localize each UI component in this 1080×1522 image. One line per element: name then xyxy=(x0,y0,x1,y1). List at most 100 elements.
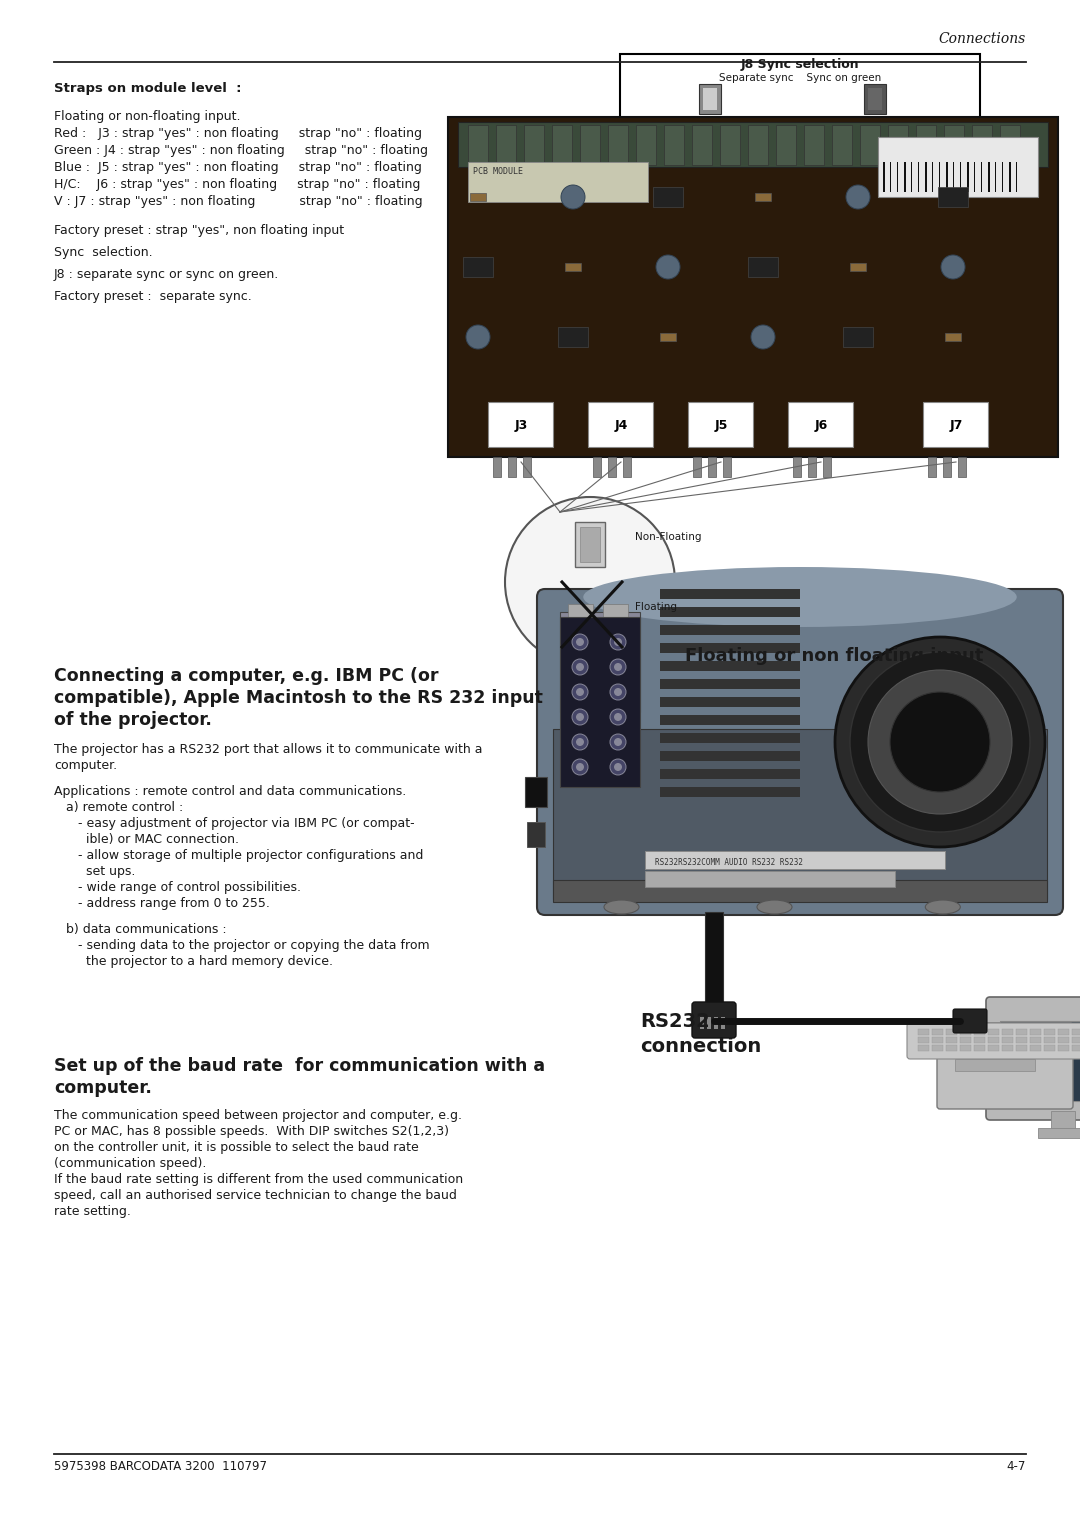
Bar xyxy=(843,327,873,347)
Bar xyxy=(918,1046,929,1052)
Text: on the controller unit, it is possible to select the baud rate: on the controller unit, it is possible t… xyxy=(54,1142,419,1154)
Bar xyxy=(946,161,948,192)
Bar xyxy=(488,402,553,447)
Text: J4: J4 xyxy=(615,419,627,432)
Bar xyxy=(660,697,800,708)
Bar xyxy=(561,612,640,712)
Circle shape xyxy=(890,693,990,791)
Ellipse shape xyxy=(583,568,1016,627)
Bar xyxy=(580,527,600,562)
FancyBboxPatch shape xyxy=(953,1009,987,1033)
Bar xyxy=(793,457,801,476)
Bar xyxy=(1002,1036,1013,1043)
Circle shape xyxy=(572,659,588,674)
Circle shape xyxy=(576,738,584,746)
Bar xyxy=(524,125,544,164)
Bar xyxy=(660,679,800,689)
Bar xyxy=(496,125,516,164)
Bar xyxy=(932,1029,943,1035)
Circle shape xyxy=(850,651,1030,833)
Text: The communication speed between projector and computer, e.g.: The communication speed between projecto… xyxy=(54,1110,462,1122)
Text: - sending data to the projector or copying the data from: - sending data to the projector or copyi… xyxy=(54,939,430,951)
Bar xyxy=(660,642,800,653)
Bar xyxy=(944,125,964,164)
Bar xyxy=(470,193,486,201)
Bar xyxy=(523,457,531,476)
Text: b) data communications :: b) data communications : xyxy=(54,922,227,936)
Text: Straps on module level  :: Straps on module level : xyxy=(54,82,242,94)
Bar xyxy=(788,402,853,447)
Bar xyxy=(1044,1046,1055,1052)
Circle shape xyxy=(610,683,626,700)
Bar xyxy=(932,1046,943,1052)
Bar xyxy=(603,604,627,624)
Bar xyxy=(1009,161,1011,192)
Bar xyxy=(593,457,600,476)
Bar xyxy=(707,1017,711,1029)
Bar xyxy=(1044,1029,1055,1035)
Bar xyxy=(832,125,852,164)
Bar xyxy=(448,117,1058,457)
Text: Sync  selection.: Sync selection. xyxy=(54,247,152,259)
Text: - easy adjustment of projector via IBM PC (or compat-: - easy adjustment of projector via IBM P… xyxy=(54,817,415,829)
Bar xyxy=(468,125,488,164)
Circle shape xyxy=(572,734,588,750)
Bar xyxy=(553,729,1047,900)
Bar xyxy=(932,1036,943,1043)
Bar xyxy=(552,125,572,164)
Text: Connections: Connections xyxy=(939,32,1026,46)
Bar xyxy=(660,769,800,779)
Bar xyxy=(988,161,990,192)
Bar xyxy=(568,604,593,624)
Text: J5: J5 xyxy=(714,419,728,432)
Bar xyxy=(918,1029,929,1035)
Circle shape xyxy=(615,664,622,671)
Bar xyxy=(923,402,988,447)
Bar xyxy=(1000,125,1020,164)
Bar xyxy=(1072,1036,1080,1043)
Text: H/C:    J6 : strap "yes" : non floating     strap "no" : floating: H/C: J6 : strap "yes" : non floating str… xyxy=(54,178,420,190)
Circle shape xyxy=(615,763,622,772)
Text: V : J7 : strap "yes" : non floating           strap "no" : floating: V : J7 : strap "yes" : non floating stra… xyxy=(54,195,422,209)
Circle shape xyxy=(615,738,622,746)
Bar xyxy=(1016,1029,1027,1035)
Circle shape xyxy=(615,688,622,696)
Text: - wide range of control possibilities.: - wide range of control possibilities. xyxy=(54,881,301,893)
Bar xyxy=(468,161,648,202)
Bar xyxy=(623,457,631,476)
Bar xyxy=(603,632,627,651)
Bar xyxy=(580,125,600,164)
Bar xyxy=(883,161,885,192)
Text: speed, call an authorised service technician to change the baud: speed, call an authorised service techni… xyxy=(54,1189,457,1202)
Bar xyxy=(692,125,712,164)
Bar xyxy=(1044,1036,1055,1043)
Bar xyxy=(916,125,936,164)
Circle shape xyxy=(610,659,626,674)
Bar xyxy=(508,457,516,476)
Bar xyxy=(1058,1046,1069,1052)
Bar xyxy=(688,402,753,447)
Bar xyxy=(660,333,676,341)
Bar xyxy=(955,1059,1035,1071)
Bar xyxy=(568,632,593,651)
Bar xyxy=(660,661,800,671)
Bar xyxy=(748,125,768,164)
Circle shape xyxy=(835,638,1045,848)
Bar xyxy=(558,327,588,347)
Text: RS232RS232COMM AUDIO RS232 RS232: RS232RS232COMM AUDIO RS232 RS232 xyxy=(654,858,804,868)
Bar xyxy=(660,734,800,743)
FancyBboxPatch shape xyxy=(986,997,1080,1120)
Bar xyxy=(967,161,969,192)
Bar xyxy=(1030,1036,1041,1043)
Text: The projector has a RS232 port that allows it to communicate with a: The projector has a RS232 port that allo… xyxy=(54,743,483,756)
Text: Red :   J3 : strap "yes" : non floating     strap "no" : floating: Red : J3 : strap "yes" : non floating st… xyxy=(54,126,422,140)
Bar xyxy=(565,263,581,271)
Text: computer.: computer. xyxy=(54,759,117,772)
Text: Set up of the baud rate  for communication with a: Set up of the baud rate for communicatio… xyxy=(54,1056,545,1075)
Bar xyxy=(660,607,800,616)
Circle shape xyxy=(576,763,584,772)
Text: 4-7: 4-7 xyxy=(1007,1460,1026,1473)
Bar xyxy=(868,88,882,110)
Circle shape xyxy=(941,256,966,279)
Text: - address range from 0 to 255.: - address range from 0 to 255. xyxy=(54,896,270,910)
